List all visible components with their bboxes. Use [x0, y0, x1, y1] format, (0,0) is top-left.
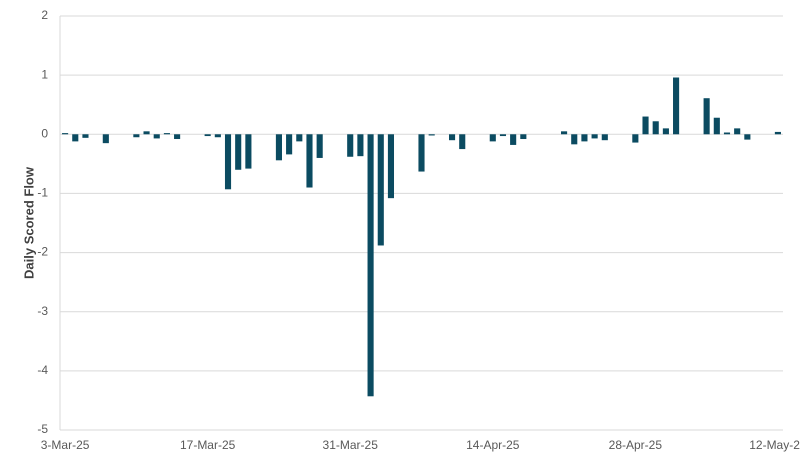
bar: [581, 134, 588, 142]
y-tick-label: -5: [37, 422, 48, 436]
x-tick-label: 14-Apr-25: [466, 438, 520, 452]
bar: [377, 134, 384, 246]
y-tick-label: 1: [41, 67, 48, 81]
bar: [102, 134, 109, 144]
bar: [357, 134, 364, 157]
bar: [632, 134, 639, 143]
y-axis-title: Daily Scored Flow: [21, 166, 36, 279]
bar: [591, 134, 598, 139]
bar: [235, 134, 242, 170]
bar: [510, 134, 517, 145]
bar: [163, 133, 170, 135]
x-tick-label: 17-Mar-25: [180, 438, 236, 452]
y-tick-label: -3: [37, 304, 48, 318]
bar: [224, 134, 232, 190]
bar: [153, 134, 160, 139]
bar: [520, 134, 527, 140]
bar: [62, 133, 69, 135]
bar: [642, 116, 649, 135]
bar: [174, 134, 181, 140]
bar: [723, 132, 731, 135]
bar: [347, 134, 354, 157]
x-tick-label: 28-Apr-25: [609, 438, 663, 452]
bar: [459, 134, 466, 150]
y-tick-label: 0: [41, 126, 48, 140]
bar: [387, 134, 395, 199]
bar: [275, 134, 282, 161]
x-tick-label: 3-Mar-25: [41, 438, 90, 452]
bar: [245, 134, 252, 169]
bar: [316, 134, 323, 158]
bar: [367, 134, 374, 397]
bar: [133, 134, 140, 138]
bar: [306, 134, 313, 188]
y-tick-label: -4: [37, 363, 48, 377]
x-tick-label: 12-May-25: [749, 438, 800, 452]
bar: [744, 134, 751, 140]
bar: [601, 134, 608, 141]
x-tick-label: 31-Mar-25: [323, 438, 379, 452]
bar: [713, 117, 720, 135]
bar: [662, 128, 669, 135]
bar: [734, 128, 741, 135]
bar: [82, 134, 89, 138]
bar: [418, 134, 425, 172]
bar: [428, 134, 435, 136]
bar: [561, 131, 568, 135]
bar: [774, 131, 781, 135]
bar: [286, 134, 293, 155]
bar: [448, 134, 456, 141]
y-tick-label: 2: [41, 8, 48, 22]
bar: [72, 134, 79, 142]
bar: [652, 121, 659, 135]
bar: [571, 134, 578, 145]
bar: [703, 98, 710, 135]
bar: [489, 134, 496, 142]
bar: [673, 77, 680, 135]
bar: [296, 134, 303, 142]
bar: [143, 131, 150, 135]
bar: [499, 134, 507, 137]
y-tick-label: -1: [37, 186, 48, 200]
bar: [204, 134, 211, 137]
bar: [214, 134, 221, 138]
y-tick-label: -2: [37, 245, 48, 259]
